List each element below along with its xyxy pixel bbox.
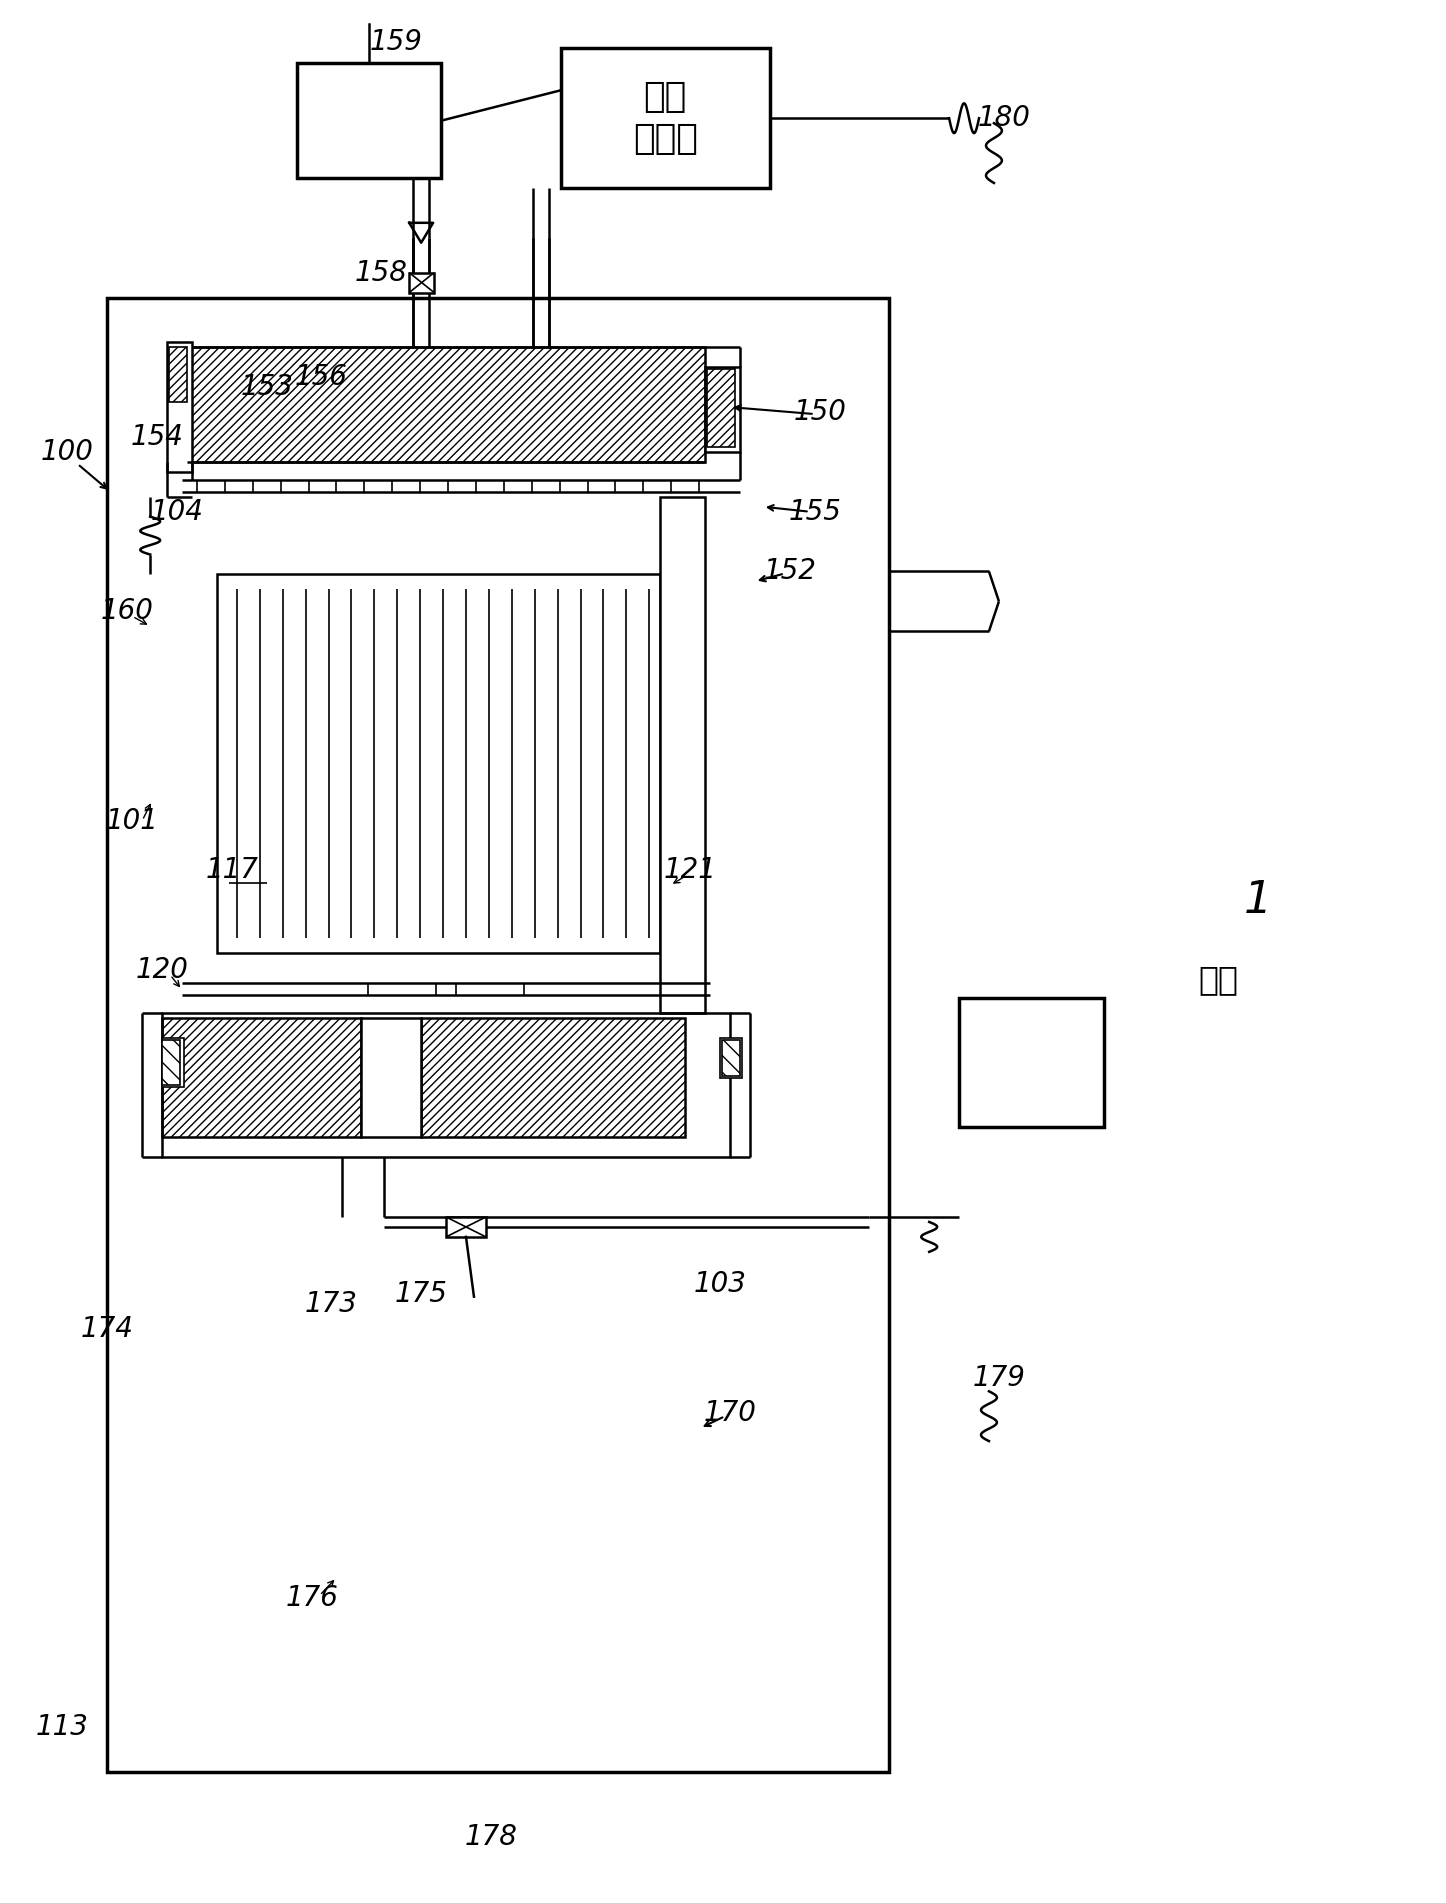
Text: 121: 121 xyxy=(664,856,717,885)
Bar xyxy=(722,1039,740,1075)
Text: 153: 153 xyxy=(240,373,294,402)
Text: 160: 160 xyxy=(101,598,153,626)
Text: 170: 170 xyxy=(704,1399,756,1427)
Bar xyxy=(362,1018,421,1138)
Text: 152: 152 xyxy=(763,558,816,586)
Bar xyxy=(168,343,192,472)
Bar xyxy=(706,367,740,451)
Bar xyxy=(187,348,706,462)
Text: 104: 104 xyxy=(150,499,204,525)
Text: 156: 156 xyxy=(295,363,348,392)
Text: 1: 1 xyxy=(1244,879,1272,921)
Text: 178: 178 xyxy=(464,1823,518,1850)
Text: 图小: 图小 xyxy=(1199,963,1238,997)
Bar xyxy=(707,369,735,447)
Text: 101: 101 xyxy=(106,807,159,835)
Text: 159: 159 xyxy=(370,27,422,55)
Text: 176: 176 xyxy=(285,1583,338,1612)
Bar xyxy=(421,1018,685,1138)
Bar xyxy=(162,1012,730,1157)
Text: 174: 174 xyxy=(81,1315,134,1342)
Text: 电源
供应器: 电源 供应器 xyxy=(633,80,697,156)
Bar xyxy=(661,497,706,1012)
Bar xyxy=(162,1037,184,1087)
Text: 120: 120 xyxy=(136,955,188,984)
Bar xyxy=(959,997,1103,1127)
Bar xyxy=(561,48,769,188)
Text: 180: 180 xyxy=(977,105,1031,131)
Bar xyxy=(296,63,441,179)
Bar xyxy=(445,1218,486,1237)
Text: 155: 155 xyxy=(788,499,842,525)
Text: 117: 117 xyxy=(205,856,259,885)
Bar xyxy=(409,272,434,293)
Text: 100: 100 xyxy=(40,438,94,466)
Text: 154: 154 xyxy=(130,422,184,451)
Bar xyxy=(162,1039,181,1085)
Text: 175: 175 xyxy=(395,1279,448,1307)
Bar xyxy=(217,575,661,953)
Text: 103: 103 xyxy=(694,1269,746,1298)
Text: 179: 179 xyxy=(973,1364,1025,1393)
Text: 113: 113 xyxy=(36,1713,90,1741)
Bar xyxy=(107,297,889,1772)
Text: 173: 173 xyxy=(305,1290,359,1317)
Bar xyxy=(162,1018,362,1138)
Text: 150: 150 xyxy=(794,398,846,426)
Text: 158: 158 xyxy=(354,259,408,287)
Bar xyxy=(720,1037,742,1077)
Bar xyxy=(169,348,187,402)
